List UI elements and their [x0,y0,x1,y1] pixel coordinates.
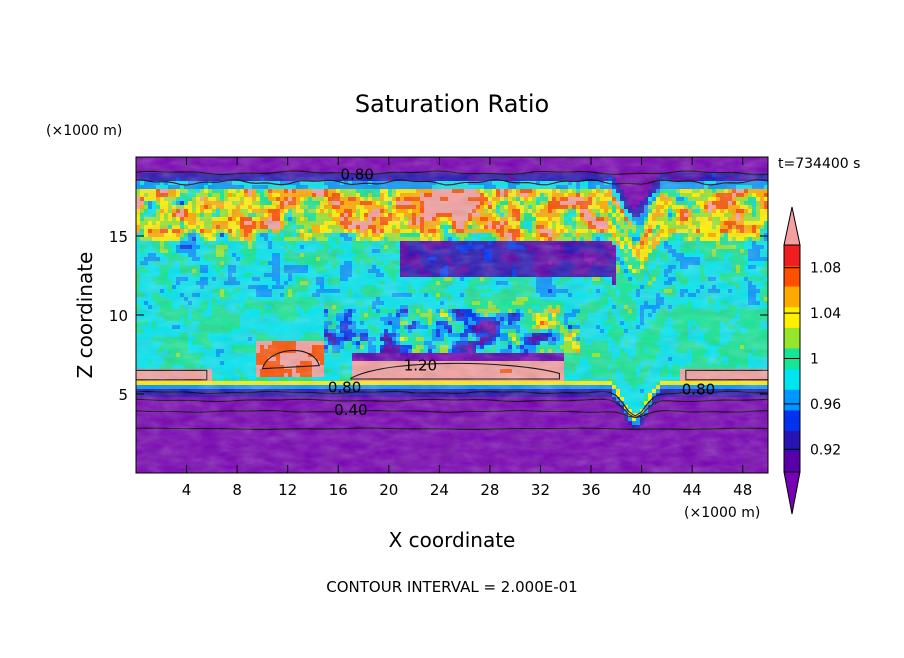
x-tick-label-2: 12 [278,481,297,499]
colorbar-swatch-10 [784,245,800,266]
x-tick-label-8: 36 [581,481,600,499]
colorbar-tick-label-4: 1.08 [810,261,841,277]
contour-label-3: 0.40 [334,401,367,419]
y-tick-label-2: 15 [109,228,128,246]
x-tick-label-0: 4 [182,481,192,499]
x-axis-label: X coordinate [389,528,516,552]
field-texture [136,157,768,473]
contour-interval-note: CONTOUR INTERVAL = 2.000E-01 [326,578,577,596]
colorbar-swatch-8 [784,286,800,308]
x-tick-label-11: 48 [733,481,752,499]
time-label: t=734400 s [778,156,860,172]
contour-labels: 0.80 1.20 0.80 0.40 0.80 [328,165,715,418]
y-unit-label: (×1000 m) [46,123,122,139]
contour-label-1: 1.20 [404,357,437,375]
colorbar-tick-label-1: 0.96 [810,397,841,413]
x-tick-label-3: 16 [329,481,348,499]
colorbar-swatch-4 [784,368,800,390]
x-tick-label-6: 28 [480,481,499,499]
y-tick-label-0: 5 [118,386,128,404]
colorbar-swatch-7 [784,306,800,328]
colorbar-swatch-9 [784,265,800,287]
colorbar-over-arrow [783,206,801,246]
y-axis: 5 10 15 [109,228,768,404]
x-tick-label-10: 44 [683,481,702,499]
x-tick-label-4: 20 [379,481,398,499]
colorbar-tick-label-2: 1 [810,352,819,368]
contour-label-4: 0.80 [682,380,715,398]
x-unit-label: (×1000 m) [684,505,760,521]
colorbar-swatch-0 [784,451,800,473]
x-tick-label-5: 24 [430,481,449,499]
y-axis-label: Z coordinate [73,252,97,379]
colorbar-swatch-1 [784,430,800,452]
colorbar-under-arrow [783,471,801,515]
x-axis: 4 8 12 16 20 24 28 32 36 40 44 48 [182,157,752,499]
x-tick-label-7: 32 [531,481,550,499]
colorbar-tick-label-0: 0.92 [810,442,841,458]
y-tick-label-1: 10 [109,307,128,325]
contour-label-0: 0.80 [340,165,373,183]
colorbar-tick-label-3: 1.04 [810,306,841,322]
colorbar-swatch-2 [784,410,800,432]
colorbar-swatch-3 [784,389,800,411]
x-tick-label-9: 40 [632,481,651,499]
contour-label-2: 0.80 [328,379,361,397]
chart-title: Saturation Ratio [355,90,549,118]
colorbar-swatch-6 [784,327,800,349]
x-tick-label-1: 8 [232,481,242,499]
colorbar: 0.92 0.96 1 1.04 1.08 [783,206,841,515]
